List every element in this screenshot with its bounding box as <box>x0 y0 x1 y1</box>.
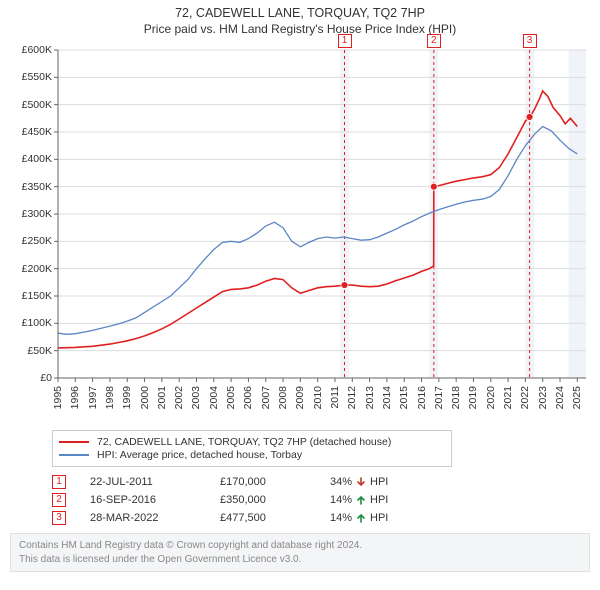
legend-label: HPI: Average price, detached house, Torb… <box>97 449 302 461</box>
x-axis-tick-label: 2021 <box>502 386 514 409</box>
x-axis-tick-label: 2004 <box>208 386 220 409</box>
transaction-row: 1 22-JUL-2011£170,00034% HPI <box>52 475 590 489</box>
chart-title-block: 72, CADEWELL LANE, TORQUAY, TQ2 7HP Pric… <box>8 6 592 36</box>
transaction-delta: 14% HPI <box>330 494 388 506</box>
transaction-price: £170,000 <box>220 476 330 488</box>
x-axis-tick-label: 2010 <box>312 386 324 409</box>
transaction-index: 3 <box>52 511 66 525</box>
x-axis-tick-label: 2008 <box>277 386 289 409</box>
legend-label: 72, CADEWELL LANE, TORQUAY, TQ2 7HP (det… <box>97 436 391 448</box>
y-axis-tick-label: £550K <box>22 71 52 83</box>
chart-marker-index: 2 <box>427 34 441 48</box>
transaction-date: 16-SEP-2016 <box>90 494 220 506</box>
x-axis-tick-label: 1995 <box>52 386 64 409</box>
transaction-date: 28-MAR-2022 <box>90 512 220 524</box>
y-axis-tick-label: £250K <box>22 235 52 247</box>
x-axis-tick-label: 1999 <box>121 386 133 409</box>
footer-line: Contains HM Land Registry data © Crown c… <box>19 539 581 553</box>
y-axis-tick-label: £500K <box>22 99 52 111</box>
legend-swatch <box>59 454 89 456</box>
price-chart: £0 £50K £100K £150K £200K £250K £300K £350K £400… <box>8 44 592 424</box>
y-axis-tick-label: £450K <box>22 126 52 138</box>
footer-line: This data is licensed under the Open Gov… <box>19 553 581 567</box>
transaction-price: £477,500 <box>220 512 330 524</box>
x-axis-tick-label: 2015 <box>398 386 410 409</box>
x-axis-tick-label: 1997 <box>87 386 99 409</box>
x-axis-tick-label: 2005 <box>225 386 237 409</box>
x-axis-tick-label: 2003 <box>190 386 202 409</box>
legend-item: 72, CADEWELL LANE, TORQUAY, TQ2 7HP (det… <box>59 436 445 448</box>
x-axis-tick-label: 2012 <box>346 386 358 409</box>
x-axis-tick-label: 2001 <box>156 386 168 409</box>
x-axis-tick-label: 2014 <box>381 386 393 409</box>
x-axis-tick-label: 2025 <box>571 386 583 409</box>
x-axis-tick-label: 2000 <box>139 386 151 409</box>
y-axis-tick-label: £0 <box>40 372 52 384</box>
x-axis-tick-label: 1998 <box>104 386 116 409</box>
transaction-row: 3 28-MAR-2022£477,50014% HPI <box>52 511 590 525</box>
x-axis-tick-label: 2024 <box>554 386 566 409</box>
x-axis-tick-label: 2002 <box>173 386 185 409</box>
transactions-table: 1 22-JUL-2011£170,00034% HPI 2 16-SEP-2016£3… <box>52 475 590 525</box>
transaction-price: £350,000 <box>220 494 330 506</box>
y-axis-tick-label: £350K <box>22 181 52 193</box>
y-axis-tick-label: £600K <box>22 44 52 56</box>
transaction-delta-pct: 14% <box>330 512 352 524</box>
x-axis-tick-label: 2016 <box>416 386 428 409</box>
transaction-delta-suffix: HPI <box>370 476 388 488</box>
x-axis-tick-label: 1996 <box>69 386 81 409</box>
y-axis-tick-label: £300K <box>22 208 52 220</box>
x-axis-tick-label: 2011 <box>329 386 341 409</box>
transaction-delta-suffix: HPI <box>370 512 388 524</box>
y-axis-tick-label: £50K <box>27 345 52 357</box>
x-axis-tick-label: 2009 <box>294 386 306 409</box>
transaction-date: 22-JUL-2011 <box>90 476 220 488</box>
chart-marker-index: 3 <box>523 34 537 48</box>
chart-marker-index: 1 <box>338 34 352 48</box>
chart-svg <box>8 44 592 424</box>
chart-title-line1: 72, CADEWELL LANE, TORQUAY, TQ2 7HP <box>8 6 592 20</box>
transaction-delta-pct: 14% <box>330 494 352 506</box>
x-axis-tick-label: 2020 <box>485 386 497 409</box>
chart-legend: 72, CADEWELL LANE, TORQUAY, TQ2 7HP (det… <box>52 430 452 467</box>
x-axis-tick-label: 2007 <box>260 386 272 409</box>
transaction-index: 1 <box>52 475 66 489</box>
x-axis-tick-label: 2013 <box>364 386 376 409</box>
arrow-down-icon <box>356 477 366 487</box>
arrow-up-icon <box>356 495 366 505</box>
y-axis-tick-label: £150K <box>22 290 52 302</box>
x-axis-tick-label: 2018 <box>450 386 462 409</box>
attribution-footer: Contains HM Land Registry data © Crown c… <box>10 533 590 572</box>
transaction-delta-suffix: HPI <box>370 494 388 506</box>
x-axis-tick-label: 2017 <box>433 386 445 409</box>
x-axis-tick-label: 2019 <box>467 386 479 409</box>
x-axis-tick-label: 2006 <box>242 386 254 409</box>
x-axis-tick-label: 2022 <box>519 386 531 409</box>
y-axis-tick-label: £200K <box>22 263 52 275</box>
y-axis-tick-label: £100K <box>22 317 52 329</box>
legend-swatch <box>59 441 89 443</box>
transaction-delta: 34% HPI <box>330 476 388 488</box>
transaction-index: 2 <box>52 493 66 507</box>
y-axis-tick-label: £400K <box>22 153 52 165</box>
x-axis-tick-label: 2023 <box>537 386 549 409</box>
transaction-row: 2 16-SEP-2016£350,00014% HPI <box>52 493 590 507</box>
legend-item: HPI: Average price, detached house, Torb… <box>59 449 445 461</box>
transaction-delta: 14% HPI <box>330 512 388 524</box>
transaction-delta-pct: 34% <box>330 476 352 488</box>
arrow-up-icon <box>356 513 366 523</box>
chart-title-line2: Price paid vs. HM Land Registry's House … <box>8 22 592 36</box>
